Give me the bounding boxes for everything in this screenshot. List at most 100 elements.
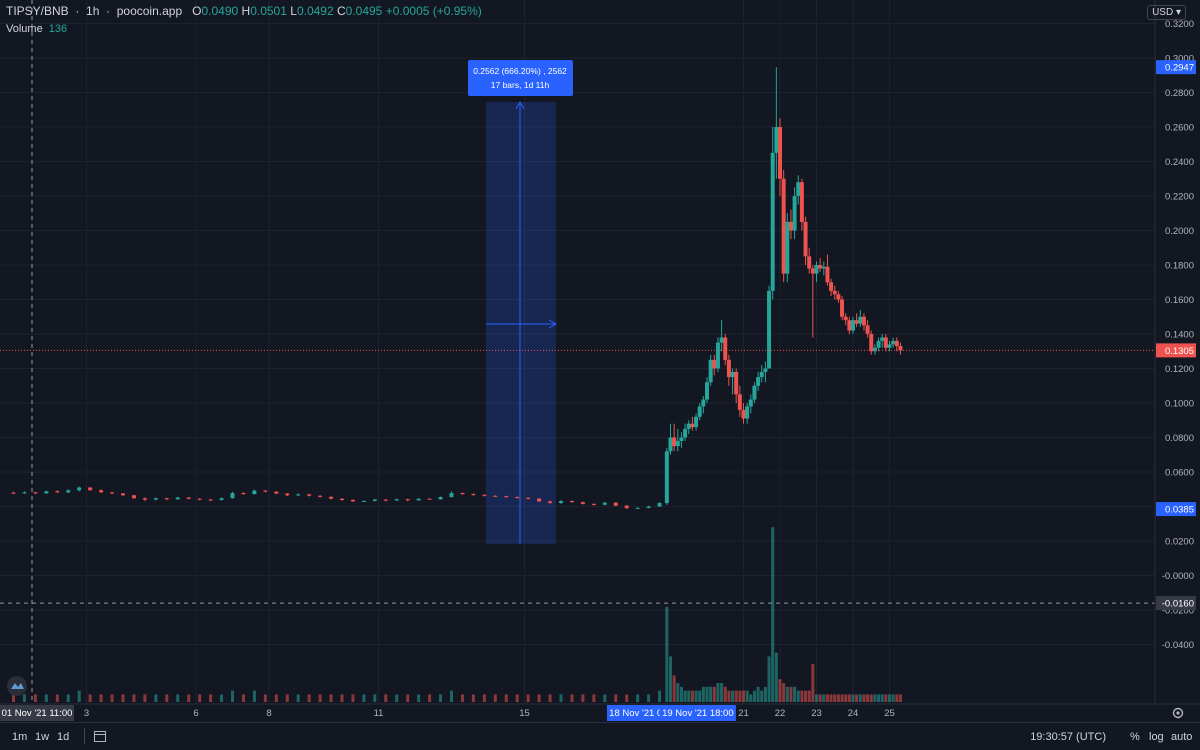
tradingview-logo-icon[interactable] xyxy=(7,676,27,696)
grid xyxy=(0,0,1155,704)
candle-body xyxy=(803,221,808,257)
candle-body xyxy=(697,406,702,417)
volume-bar xyxy=(738,690,742,702)
currency-select[interactable]: USD ▾ xyxy=(1147,5,1186,20)
candle-body xyxy=(876,340,881,348)
volume-bar xyxy=(614,694,618,702)
source-label: poocoin.app xyxy=(116,4,183,18)
candle-body xyxy=(110,492,115,494)
volume-bar xyxy=(672,675,676,702)
volume-bar xyxy=(231,690,234,702)
candle-body xyxy=(405,499,410,501)
volume-bar xyxy=(829,694,833,702)
time-axis-ticks: 3 6 8 11 15 21 22 23 24 25 xyxy=(84,708,895,719)
log-scale-button[interactable]: log xyxy=(1149,731,1164,743)
candle-body xyxy=(891,340,896,345)
candle-body xyxy=(898,346,903,351)
candle-body xyxy=(814,265,819,274)
candle-body xyxy=(770,152,775,291)
volume-bar xyxy=(241,694,245,702)
interval-label: 1h xyxy=(86,4,100,18)
volume-bar xyxy=(895,694,899,702)
candle-body xyxy=(756,377,761,386)
price-tick-label: 0.1600 xyxy=(1165,295,1194,306)
candle-body xyxy=(694,416,699,428)
candle-body xyxy=(372,499,377,501)
candle-body xyxy=(686,423,691,429)
crosshair-price-label: -0.0160 xyxy=(1162,599,1194,610)
volume-bar xyxy=(767,656,771,702)
auto-scale-button[interactable]: auto xyxy=(1171,731,1193,743)
candle-body xyxy=(683,428,688,438)
candle-body xyxy=(153,498,158,500)
candle-body xyxy=(657,503,662,507)
timeframe-1m-button[interactable]: 1m xyxy=(12,731,28,743)
candle-body xyxy=(778,127,782,179)
candle-body xyxy=(307,494,312,496)
measure-range-box[interactable] xyxy=(486,102,556,544)
date-range-calendar-icon[interactable] xyxy=(93,729,107,746)
candle-body xyxy=(843,316,848,321)
chart-pane[interactable] xyxy=(0,0,1155,704)
settings-gear-icon[interactable] xyxy=(1172,707,1184,719)
candle-body xyxy=(807,256,812,269)
candle-body xyxy=(894,340,899,347)
candle-body xyxy=(664,451,669,504)
crosshair-time-label-bg xyxy=(0,705,74,721)
time-axis[interactable] xyxy=(0,704,1200,722)
volume-bar xyxy=(504,694,508,702)
price-tick-label: -0.0000 xyxy=(1162,571,1194,582)
volume-bar xyxy=(789,686,793,702)
volume-bar xyxy=(822,694,826,702)
percent-scale-button[interactable]: % xyxy=(1130,731,1140,743)
close-value: 0.0495 xyxy=(345,4,383,18)
candle-body xyxy=(712,359,717,369)
candle-body xyxy=(752,385,757,400)
toolbar-divider xyxy=(84,728,85,744)
candle-body xyxy=(734,371,739,395)
candle-body xyxy=(44,491,49,494)
volume-label[interactable]: Volume xyxy=(6,23,43,35)
symbol-name[interactable]: TIPSY/BNB xyxy=(6,4,69,18)
volume-bar xyxy=(705,686,709,702)
volume-bar xyxy=(351,694,355,702)
candle-body xyxy=(394,499,399,501)
current-price-label: 0.1305 xyxy=(1165,346,1194,357)
price-tick-label: 0.1000 xyxy=(1165,399,1194,410)
volume-bar xyxy=(818,694,822,702)
candle-body xyxy=(726,359,731,378)
price-tick-label: 0.2400 xyxy=(1165,157,1194,168)
volume-bar xyxy=(847,694,851,702)
candle-body xyxy=(748,399,753,407)
candle-body xyxy=(460,493,465,495)
volume-bar xyxy=(782,683,786,702)
volume-bar xyxy=(548,694,552,702)
volume-bar xyxy=(778,679,782,702)
volume-bar xyxy=(143,694,147,702)
candle-body xyxy=(719,337,724,343)
utc-clock[interactable]: 19:30:57 (UTC) xyxy=(1030,731,1106,743)
volume-bar xyxy=(482,694,486,702)
volume-bar xyxy=(428,694,432,702)
candle-body xyxy=(865,325,870,334)
time-tick-label: 3 xyxy=(84,708,89,719)
volume-bar xyxy=(701,686,705,702)
range-time-label: 19 Nov '21 18:00 xyxy=(662,708,734,719)
volume-bar xyxy=(198,694,202,702)
timeframe-1d-button[interactable]: 1d xyxy=(57,731,70,743)
candle-body xyxy=(847,320,852,331)
measure-tool[interactable]: 0.2562 (666.20%) , 2562 17 bars, 1d 11h xyxy=(468,60,573,544)
candle-body xyxy=(99,490,104,493)
time-tick-label: 11 xyxy=(374,708,384,719)
open-value: 0.0490 xyxy=(201,4,239,18)
volume-bar xyxy=(55,694,59,702)
volume-bar xyxy=(658,690,662,702)
candle-body xyxy=(263,490,268,492)
volume-bar xyxy=(110,694,114,702)
price-chart[interactable]: 0.2562 (666.20%) , 2562 17 bars, 1d 11h … xyxy=(0,0,1200,722)
volume-bar xyxy=(165,694,169,702)
timeframe-1w-button[interactable]: 1w xyxy=(35,731,50,743)
volume-bar xyxy=(690,690,694,702)
volume-bar xyxy=(898,694,902,702)
candle-body xyxy=(438,497,443,500)
